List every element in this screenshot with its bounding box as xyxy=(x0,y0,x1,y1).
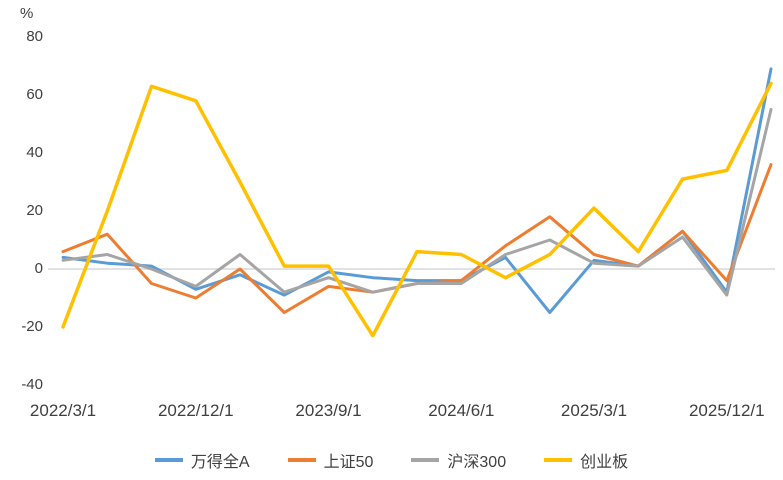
legend-item-3: 创业板 xyxy=(544,448,628,472)
legend-item-2: 沪深300 xyxy=(411,448,506,472)
legend-label: 万得全A xyxy=(190,454,250,471)
legend-line-swatch xyxy=(544,458,573,462)
y-tick-label: -40 xyxy=(21,376,43,393)
legend-line-swatch xyxy=(411,458,440,462)
x-tick-label: 2023/9/1 xyxy=(295,401,362,420)
series-line-3 xyxy=(61,81,773,338)
x-tick-label: 2025/12/1 xyxy=(688,401,765,420)
legend-line-swatch xyxy=(287,458,316,462)
y-axis-unit-label: % xyxy=(20,5,34,22)
series-line-2 xyxy=(61,108,773,297)
legend-item-1: 上证50 xyxy=(287,448,374,472)
legend-label: 创业板 xyxy=(580,454,629,471)
legend-label: 沪深300 xyxy=(447,454,507,471)
x-tick-label: 2022/12/1 xyxy=(157,401,234,420)
legend-label: 上证50 xyxy=(323,454,374,471)
legend-item-0: 万得全A xyxy=(154,448,250,472)
chart-legend: 万得全A 上证50 沪深300 创业板 xyxy=(0,448,783,472)
y-tick-label: 0 xyxy=(34,260,43,277)
x-tick-label: 2025/3/1 xyxy=(560,401,628,420)
legend-line-swatch xyxy=(154,458,183,462)
y-tick-label: -20 xyxy=(21,318,43,335)
series-line-1 xyxy=(61,163,773,314)
x-tick-label: 2022/3/1 xyxy=(29,401,97,420)
y-tick-label: 40 xyxy=(26,144,43,161)
y-tick-label: 20 xyxy=(26,202,43,219)
x-tick-label: 2024/6/1 xyxy=(428,401,495,420)
y-tick-label: 60 xyxy=(26,86,43,103)
y-tick-label: 80 xyxy=(26,28,43,45)
